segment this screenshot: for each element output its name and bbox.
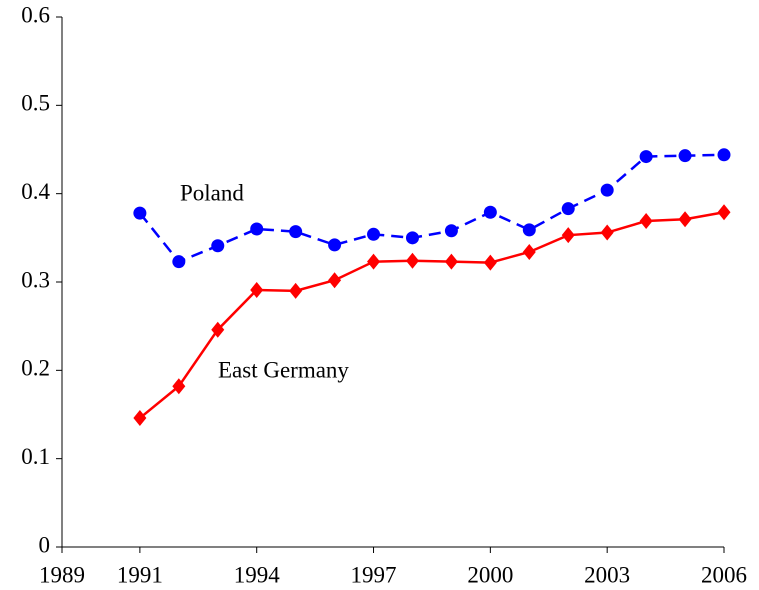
- point-marker: [133, 206, 147, 220]
- point-marker: [250, 281, 264, 298]
- x-tick-label: 1997: [351, 562, 397, 587]
- y-tick-label: 0.1: [21, 444, 50, 469]
- series-line: [138, 153, 725, 264]
- point-marker: [444, 224, 458, 238]
- y-tick-label: 0.5: [21, 91, 50, 116]
- x-tick-label: 2006: [701, 562, 747, 587]
- y-tick-label: 0.3: [21, 267, 50, 292]
- point-marker: [250, 222, 264, 236]
- x-tick-label: 2003: [584, 562, 630, 587]
- point-marker: [678, 149, 692, 163]
- series-label: Poland: [180, 180, 244, 205]
- point-marker: [211, 321, 225, 338]
- point-marker: [211, 239, 225, 253]
- point-marker: [639, 150, 653, 164]
- x-tick-label: 1991: [117, 562, 163, 587]
- point-marker: [483, 205, 497, 219]
- point-marker: [522, 243, 536, 260]
- point-marker: [444, 253, 458, 270]
- point-marker: [328, 238, 342, 252]
- series-line: [139, 210, 725, 420]
- x-tick-label: 2000: [467, 562, 513, 587]
- point-marker: [678, 211, 692, 228]
- point-marker: [483, 254, 497, 271]
- point-marker: [522, 223, 536, 237]
- point-marker: [717, 204, 731, 221]
- point-marker: [405, 231, 419, 245]
- x-tick-label: 1994: [234, 562, 281, 587]
- point-marker: [600, 183, 614, 197]
- point-marker: [405, 252, 419, 269]
- point-marker: [172, 378, 186, 395]
- x-tick-label: 1989: [39, 562, 85, 587]
- y-tick-label: 0: [39, 532, 51, 557]
- point-marker: [328, 272, 342, 289]
- point-marker: [639, 213, 653, 230]
- point-marker: [717, 148, 731, 162]
- point-marker: [561, 202, 575, 216]
- point-marker: [289, 282, 303, 299]
- point-marker: [133, 410, 147, 427]
- y-tick-label: 0.2: [21, 356, 50, 381]
- point-marker: [600, 224, 614, 241]
- point-marker: [367, 253, 381, 270]
- series-label: East Germany: [218, 357, 349, 382]
- y-tick-label: 0.6: [21, 2, 50, 27]
- point-marker: [172, 255, 186, 269]
- point-marker: [561, 227, 575, 244]
- point-marker: [367, 227, 381, 241]
- point-marker: [289, 225, 303, 239]
- y-tick-label: 0.4: [21, 179, 50, 204]
